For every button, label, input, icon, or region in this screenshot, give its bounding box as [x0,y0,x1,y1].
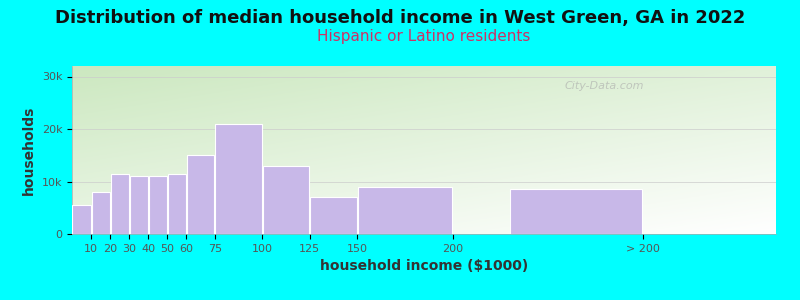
Bar [73,205,90,234]
X-axis label: household income ($1000): household income ($1000) [320,259,528,273]
Text: City-Data.com: City-Data.com [565,81,644,91]
Bar [358,187,452,234]
Bar [168,174,186,234]
Bar [110,174,129,234]
Y-axis label: households: households [22,105,36,195]
Bar [262,166,310,234]
Bar [215,124,262,234]
Bar [130,176,148,234]
Bar [149,176,166,234]
Bar [510,189,642,234]
Title: Hispanic or Latino residents: Hispanic or Latino residents [318,29,530,44]
Bar [310,197,357,234]
Bar [91,192,110,234]
Bar [186,155,214,234]
Text: Distribution of median household income in West Green, GA in 2022: Distribution of median household income … [55,9,745,27]
